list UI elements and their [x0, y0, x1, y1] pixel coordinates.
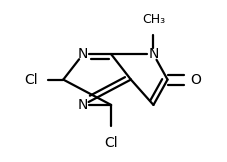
Text: N: N: [77, 98, 88, 112]
Text: O: O: [189, 73, 200, 87]
Text: N: N: [77, 47, 88, 61]
Text: CH₃: CH₃: [141, 13, 164, 26]
Text: Cl: Cl: [24, 73, 38, 87]
Text: Cl: Cl: [104, 136, 118, 150]
Text: N: N: [148, 47, 158, 61]
